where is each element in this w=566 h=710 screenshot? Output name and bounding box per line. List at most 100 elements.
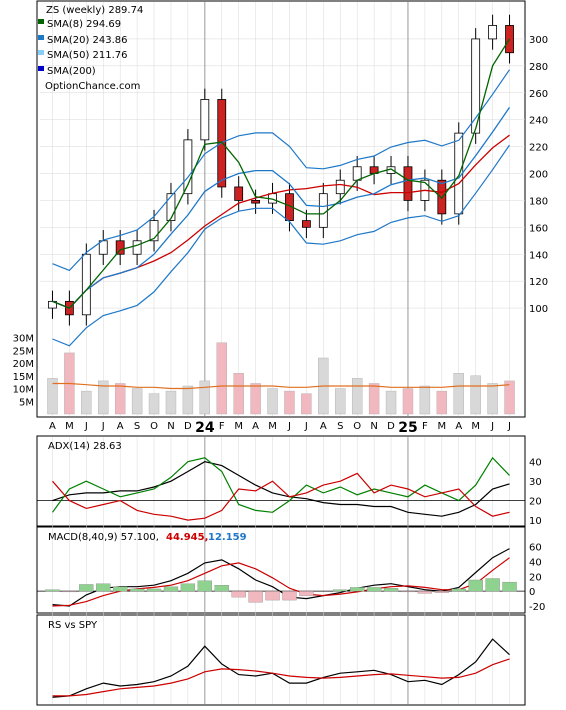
macd-histogram-bar [180,583,196,592]
volume-bar [368,383,380,415]
price-tick-label: 200 [529,170,548,181]
x-tick-label: 24 [195,420,215,436]
candle-body [437,179,447,215]
x-tick-label: O [353,421,361,432]
macd-macd-line [52,548,510,607]
price-tick-label: 160 [529,223,548,234]
volume-bar [470,375,481,415]
adx-di-line [52,472,510,521]
macd-histogram-bar [282,591,297,601]
x-tick-label: J [490,421,494,432]
candle-body [200,99,210,141]
legend-sma8: SMA(8) 294.69 [47,19,121,30]
macd-histogram-bar [45,589,60,592]
candle-body [318,193,328,228]
macd-tick-label: 20 [529,572,542,583]
volume-bar [199,380,211,415]
adx-tick-label: 30 [529,477,542,488]
macd-histogram-bar [417,591,433,594]
volume-tick-label: 15M [13,372,34,383]
macd-histogram-bar [113,586,128,592]
volume-bar [419,385,431,415]
legend-swatch-sma50 [38,50,44,55]
volume-bar [301,393,312,415]
macd-histogram-bar [366,587,382,592]
x-tick-label: 25 [398,420,417,436]
candle-body [403,166,413,201]
volume-tick-label: 30M [13,334,34,345]
macd-tick-label: 60 [529,542,542,553]
volume-bar [47,378,58,415]
volume-bar [81,390,92,415]
macd-histogram-bar [214,585,229,592]
volume-tick-label: 25M [13,346,34,357]
x-tick-label: M [65,421,74,432]
macd-histogram-bar [129,588,145,592]
x-tick-label: J [84,421,88,432]
candle-body [251,200,261,204]
adx-tick-label: 40 [529,458,542,469]
rs-panel-frame [36,614,526,706]
macd-histogram-bar [62,591,77,593]
price-tick-label: 280 [529,62,548,73]
volume-tick-label: 5M [19,397,34,408]
rs-rs-line [52,638,510,698]
macd-signal-label: 44.945, [166,532,208,543]
x-tick-label: S [134,421,140,432]
adx-tick-label: 10 [529,516,542,527]
x-tick-label: A [49,421,56,432]
macd-histogram-bar [502,581,517,592]
adx-di-line [52,456,510,513]
macd-histogram-bar [451,588,466,592]
macd-histogram-bar [163,586,179,592]
volume-bar [165,390,177,415]
macd-signal-line [52,557,510,607]
x-tick-label: A [252,421,259,432]
macd-tick-label: 0 [529,587,535,598]
macd-histogram-bar [79,584,94,592]
volume-bar [402,388,414,415]
volume-bars [47,342,515,415]
volume-bar [335,388,346,415]
price-tick-label: 180 [529,196,548,207]
volume-bar [182,385,194,415]
price-tick-label: 100 [529,304,548,315]
chart-title: ZS (weekly) 289.74 [46,5,143,16]
macd-histogram-bar [265,591,280,601]
macd-histogram-bar [248,591,263,603]
macd-histogram-bar [468,579,483,592]
adx-tick-label: 20 [529,497,542,508]
x-tick-label: A [320,421,327,432]
volume-tick-label: 20M [13,359,34,370]
adx-label: ADX(14) 28.63 [48,441,122,452]
volume-bar [148,393,160,415]
volume-bar [436,390,448,415]
candle-body [48,300,57,309]
macd-hist-label: 12.159 [208,532,247,543]
sma20-line [52,107,511,309]
rs-label: RS vs SPY [48,620,98,631]
macd-histogram-bar [383,588,399,592]
sma8-line [52,38,511,309]
price-legend: ZS (weekly) 289.74 SMA(8) 294.69 SMA(20)… [38,5,143,92]
price-tick-label: 140 [529,250,548,261]
candle-body [471,38,481,134]
x-tick-label: M [234,421,243,432]
candle-body [132,240,142,255]
x-tick-label: O [150,421,158,432]
macd-histogram-bar [333,589,348,592]
x-tick-label: D [184,421,192,432]
macd-histogram-bar [299,591,314,596]
macd-label: MACD(8,40,9) 57.100, [48,532,159,543]
indicator-lines [37,38,525,698]
volume-bar [351,378,363,415]
grid-lines [40,2,525,704]
macd-histogram-bar [231,591,246,598]
macd-histogram-bar [350,587,365,592]
volume-bar [487,383,498,415]
macd-panel-frame [36,526,526,614]
candle-body [149,220,159,242]
x-tick-label: M [438,421,447,432]
watermark: OptionChance.com [45,81,140,92]
